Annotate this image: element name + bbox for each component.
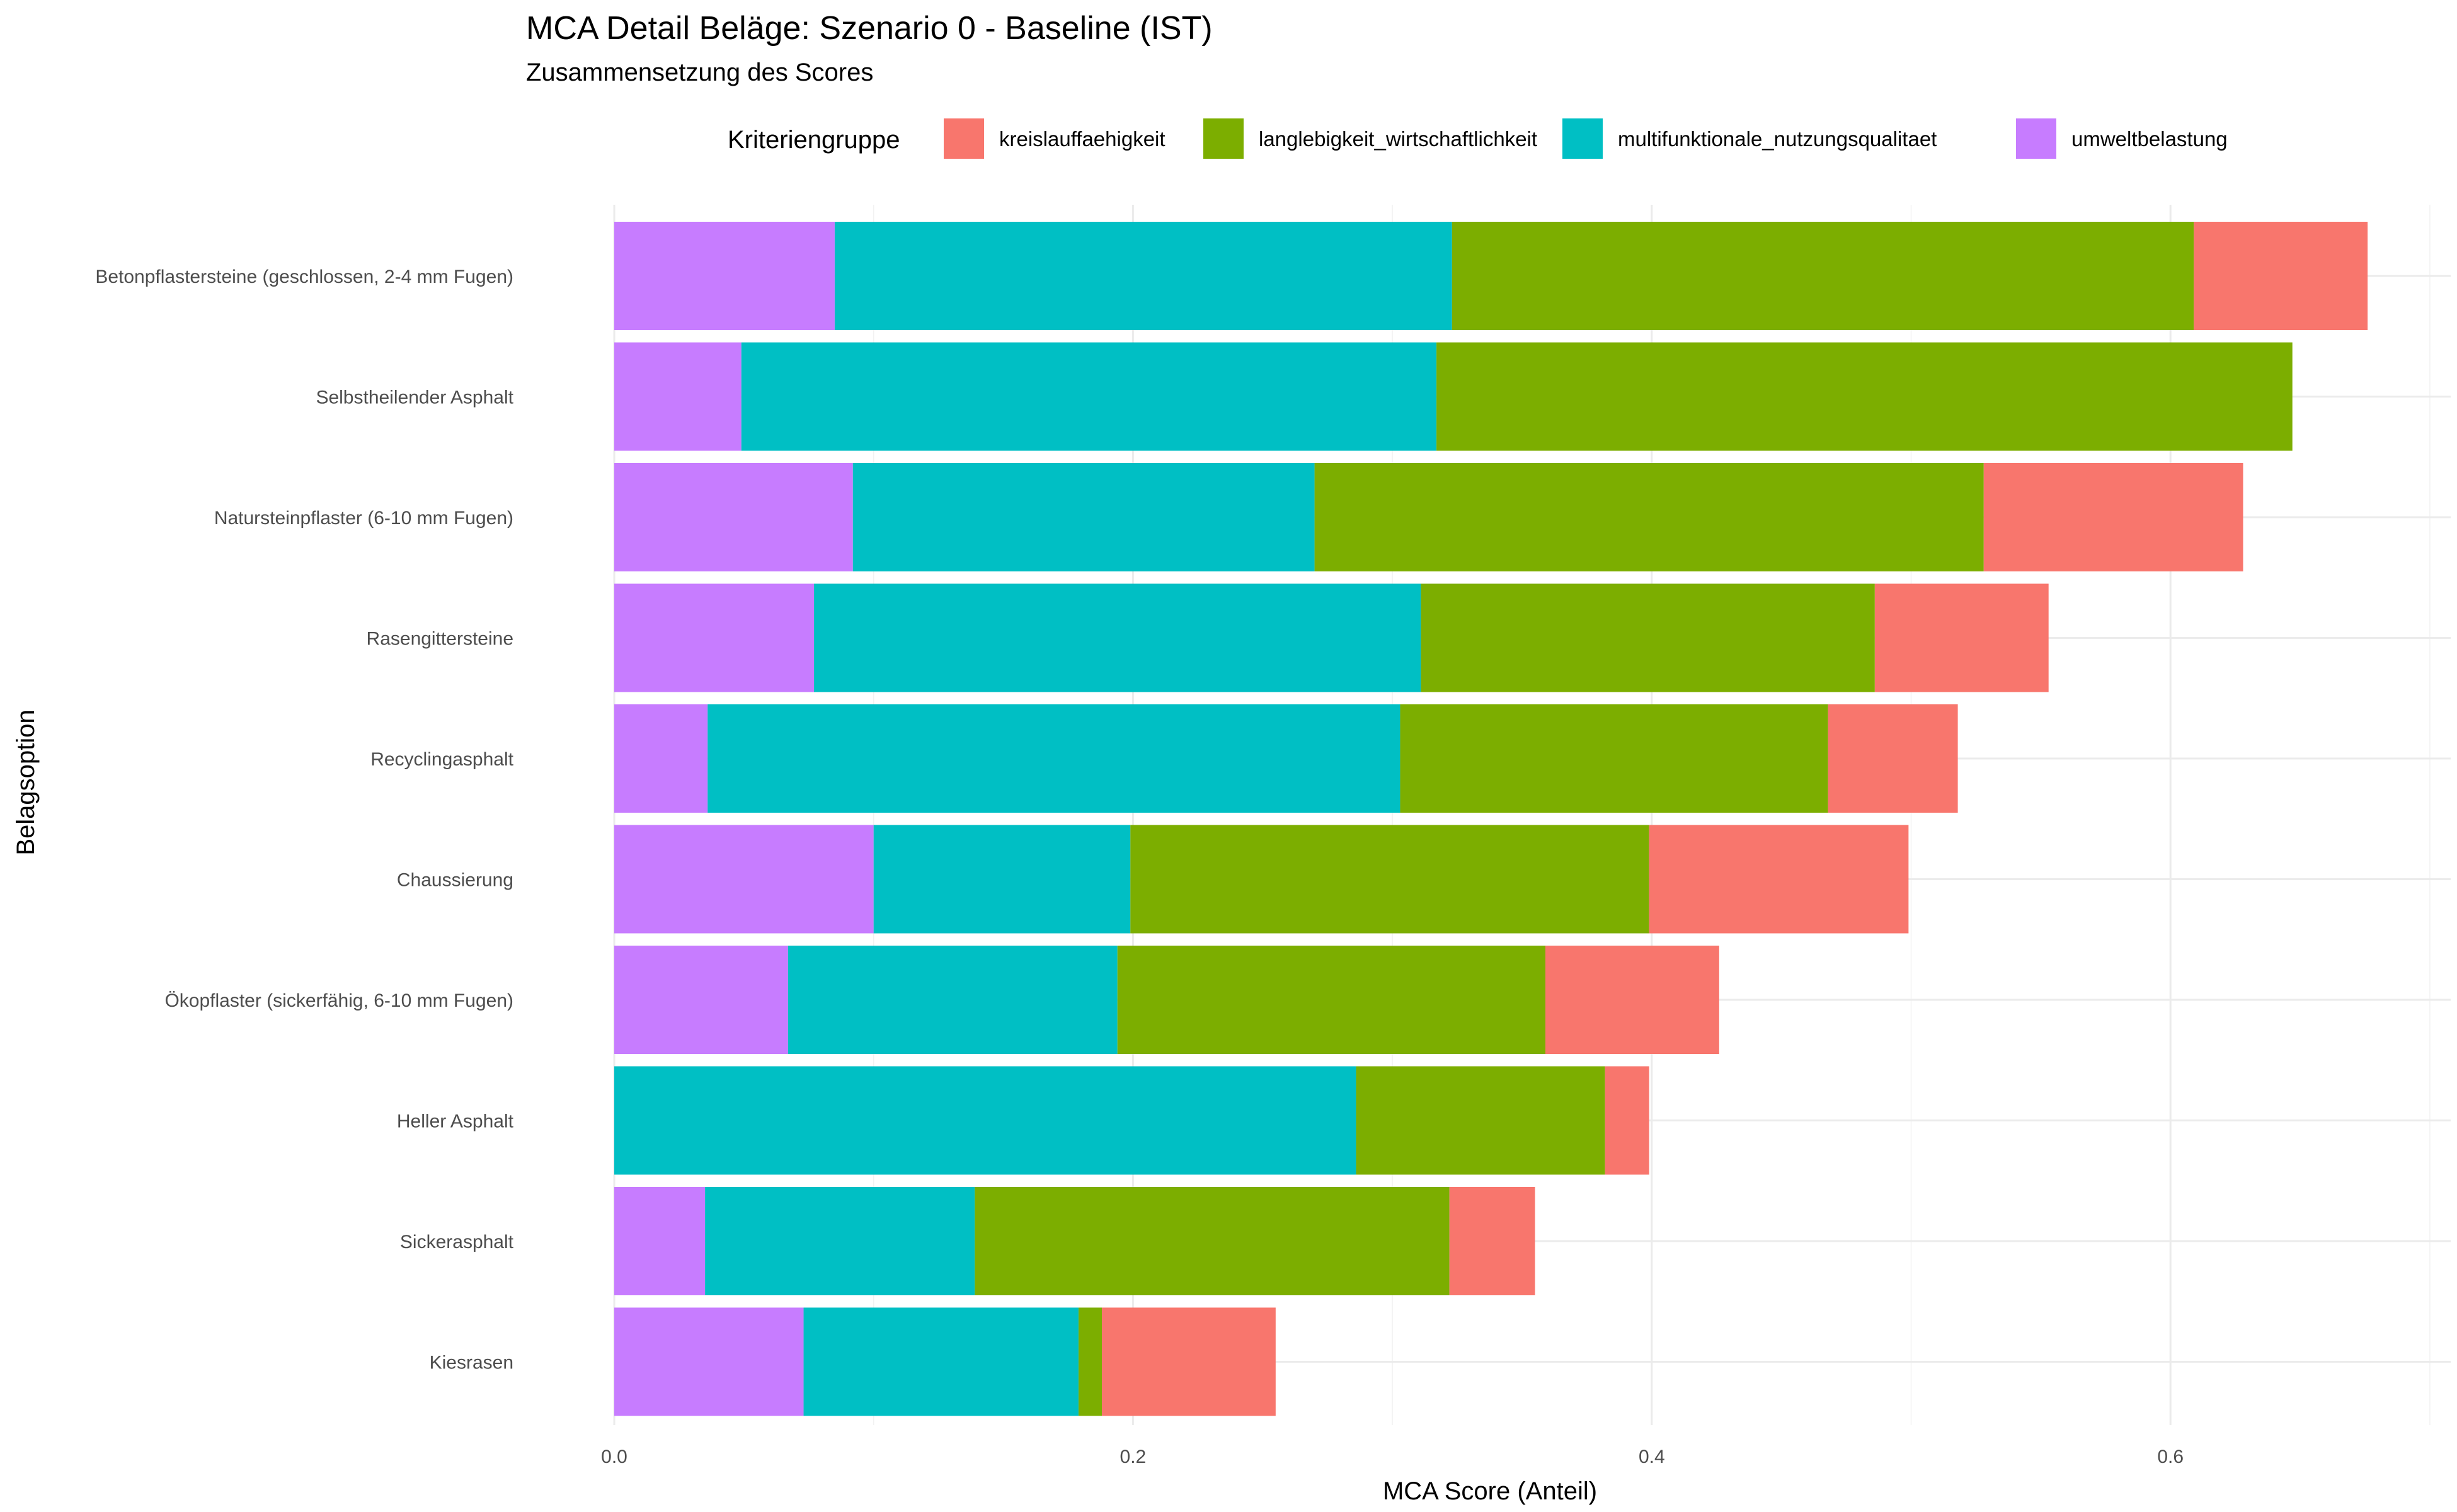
bar-segment-kreislauffaehigkeit bbox=[2194, 222, 2368, 330]
bars bbox=[614, 222, 2368, 1416]
y-axis-title: Belagsoption bbox=[12, 709, 40, 855]
x-tick-label: 0.0 bbox=[601, 1446, 627, 1467]
bar-segment-multifunktionale_nutzungsqualitaet bbox=[741, 342, 1437, 451]
bar-segment-kreislauffaehigkeit bbox=[1545, 946, 1719, 1054]
bar-segment-umweltbelastung bbox=[614, 1187, 706, 1295]
legend-title: Kriteriengruppe bbox=[728, 126, 900, 154]
legend-key-multifunktionale_nutzungsqualitaet bbox=[1562, 118, 1603, 159]
category-labels: Betonpflastersteine (geschlossen, 2-4 mm… bbox=[95, 266, 513, 1373]
bar-segment-multifunktionale_nutzungsqualitaet bbox=[614, 1066, 1356, 1175]
bar-segment-kreislauffaehigkeit bbox=[1605, 1066, 1649, 1175]
bar-segment-langlebigkeit_wirtschaftlichkeit bbox=[1117, 946, 1546, 1054]
x-tick-labels: 0.0 0.2 0.4 0.6 bbox=[601, 1446, 2184, 1467]
legend-label: multifunktionale_nutzungsqualitaet bbox=[1618, 127, 1937, 151]
bar-segment-langlebigkeit_wirtschaftlichkeit bbox=[1130, 825, 1649, 934]
category-label: Betonpflastersteine (geschlossen, 2-4 mm… bbox=[95, 266, 513, 287]
legend-key-kreislauffaehigkeit bbox=[944, 118, 984, 159]
bar-segment-umweltbelastung bbox=[614, 946, 788, 1054]
category-label: Natursteinpflaster (6-10 mm Fugen) bbox=[214, 508, 513, 529]
bar-segment-multifunktionale_nutzungsqualitaet bbox=[705, 1187, 975, 1295]
bar-segment-multifunktionale_nutzungsqualitaet bbox=[803, 1307, 1079, 1416]
bar-segment-umweltbelastung bbox=[614, 222, 835, 330]
bar-segment-umweltbelastung bbox=[614, 342, 742, 451]
bar-segment-langlebigkeit_wirtschaftlichkeit bbox=[1078, 1307, 1102, 1416]
category-label: Heller Asphalt bbox=[397, 1111, 514, 1132]
bar-segment-umweltbelastung bbox=[614, 583, 815, 692]
legend-label: umweltbelastung bbox=[2071, 127, 2228, 151]
x-axis-title: MCA Score (Anteil) bbox=[1383, 1477, 1597, 1505]
legend-key-langlebigkeit_wirtschaftlichkeit bbox=[1203, 118, 1244, 159]
bar-segment-langlebigkeit_wirtschaftlichkeit bbox=[1356, 1066, 1605, 1175]
bar-segment-umweltbelastung bbox=[614, 463, 853, 571]
legend: Kriteriengruppe kreislauffaehigkeit langl… bbox=[728, 118, 2228, 159]
category-label: Chaussierung bbox=[397, 870, 513, 891]
category-label: Kiesrasen bbox=[430, 1353, 513, 1373]
bar-segment-multifunktionale_nutzungsqualitaet bbox=[852, 463, 1315, 571]
bar-segment-kreislauffaehigkeit bbox=[1828, 704, 1958, 813]
bar-segment-kreislauffaehigkeit bbox=[1449, 1187, 1535, 1295]
chart-title: MCA Detail Beläge: Szenario 0 - Baseline… bbox=[526, 10, 1213, 47]
bar-segment-multifunktionale_nutzungsqualitaet bbox=[834, 222, 1452, 330]
x-tick-label: 0.4 bbox=[1639, 1446, 1665, 1467]
bar-segment-langlebigkeit_wirtschaftlichkeit bbox=[1400, 704, 1828, 813]
bar-segment-langlebigkeit_wirtschaftlichkeit bbox=[1421, 583, 1875, 692]
x-tick-label: 0.6 bbox=[2157, 1446, 2184, 1467]
chart-subtitle: Zusammensetzung des Scores bbox=[526, 59, 873, 86]
bar-segment-langlebigkeit_wirtschaftlichkeit bbox=[1452, 222, 2194, 330]
x-tick-label: 0.2 bbox=[1120, 1446, 1147, 1467]
bar-segment-umweltbelastung bbox=[614, 704, 708, 813]
category-label: Rasengittersteine bbox=[367, 629, 513, 650]
bar-segment-umweltbelastung bbox=[614, 1307, 804, 1416]
category-label: Selbstheilender Asphalt bbox=[316, 387, 513, 408]
legend-label: langlebigkeit_wirtschaftlichkeit bbox=[1259, 127, 1537, 151]
category-label: Recyclingasphalt bbox=[370, 749, 513, 770]
bar-segment-umweltbelastung bbox=[614, 825, 874, 934]
bar-segment-multifunktionale_nutzungsqualitaet bbox=[873, 825, 1131, 934]
bar-segment-kreislauffaehigkeit bbox=[1983, 463, 2243, 571]
category-label: Ökopflaster (sickerfähig, 6-10 mm Fugen) bbox=[164, 990, 513, 1011]
bar-segment-langlebigkeit_wirtschaftlichkeit bbox=[1314, 463, 1984, 571]
category-label: Sickerasphalt bbox=[400, 1232, 514, 1252]
bar-segment-kreislauffaehigkeit bbox=[1101, 1307, 1276, 1416]
legend-key-umweltbelastung bbox=[2016, 118, 2056, 159]
legend-label: kreislauffaehigkeit bbox=[999, 127, 1166, 151]
bar-segment-kreislauffaehigkeit bbox=[1874, 583, 2049, 692]
bar-segment-kreislauffaehigkeit bbox=[1649, 825, 1909, 934]
bar-segment-multifunktionale_nutzungsqualitaet bbox=[814, 583, 1421, 692]
bar-segment-multifunktionale_nutzungsqualitaet bbox=[788, 946, 1118, 1054]
bar-segment-multifunktionale_nutzungsqualitaet bbox=[707, 704, 1400, 813]
bar-segment-langlebigkeit_wirtschaftlichkeit bbox=[975, 1187, 1450, 1295]
bar-segment-langlebigkeit_wirtschaftlichkeit bbox=[1436, 342, 2293, 451]
